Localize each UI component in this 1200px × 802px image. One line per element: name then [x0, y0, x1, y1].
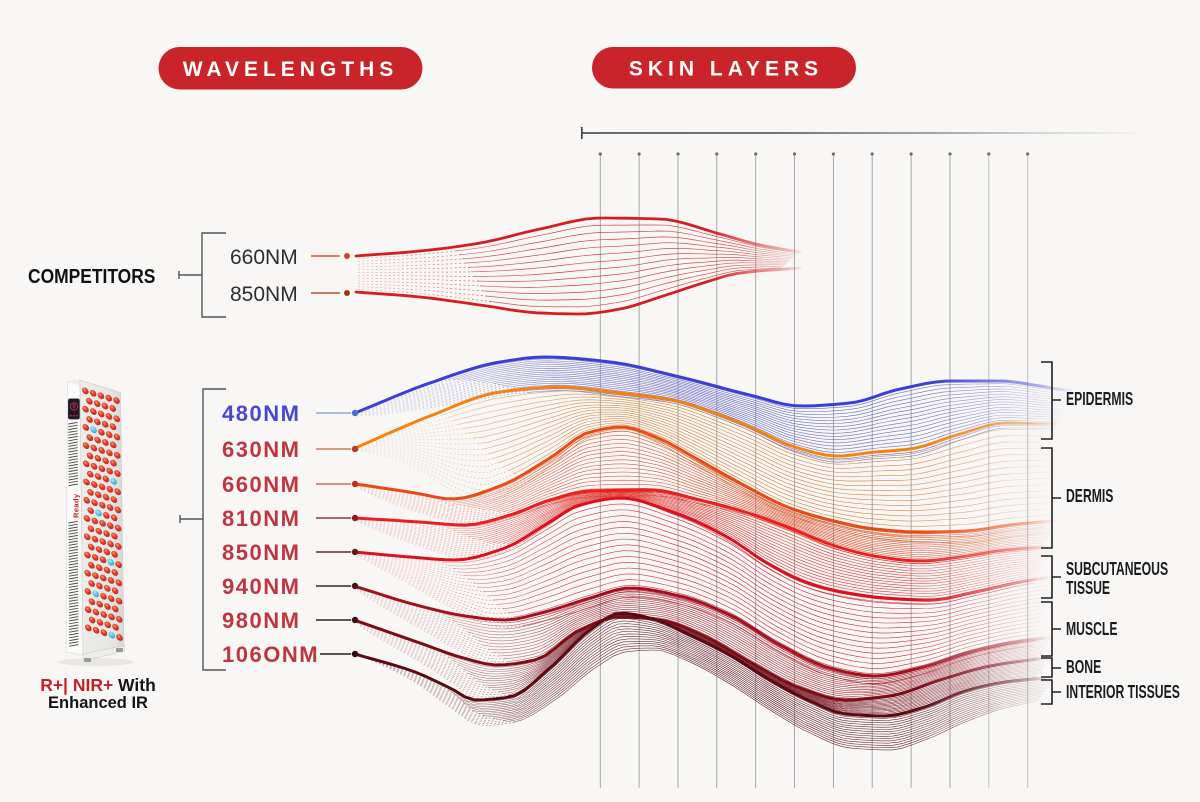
- svg-text:EPIDERMIS: EPIDERMIS: [1066, 390, 1133, 410]
- svg-text:106ONM: 106ONM: [222, 642, 319, 667]
- svg-text:DERMIS: DERMIS: [1066, 487, 1113, 507]
- svg-text:WAVELENGTHS: WAVELENGTHS: [183, 58, 399, 81]
- svg-text:660NM: 660NM: [230, 246, 298, 269]
- svg-text:980NM: 980NM: [222, 608, 300, 633]
- svg-text:MUSCLE: MUSCLE: [1066, 620, 1117, 640]
- svg-text:Enhanced IR: Enhanced IR: [48, 694, 148, 712]
- svg-text:R+| NIR+ With: R+| NIR+ With: [40, 675, 156, 695]
- svg-text:TISSUE: TISSUE: [1066, 579, 1110, 599]
- svg-text:940NM: 940NM: [222, 574, 300, 599]
- svg-text:630NM: 630NM: [222, 437, 300, 462]
- svg-text:480NM: 480NM: [222, 401, 300, 426]
- svg-text:810NM: 810NM: [222, 506, 300, 531]
- svg-text:COMPETITORS: COMPETITORS: [28, 266, 155, 289]
- svg-text:850NM: 850NM: [230, 283, 298, 306]
- svg-text:SKIN LAYERS: SKIN LAYERS: [629, 58, 823, 81]
- svg-text:850NM: 850NM: [222, 540, 300, 565]
- svg-text:Ready: Ready: [72, 493, 81, 518]
- svg-text:INTERIOR TISSUES: INTERIOR TISSUES: [1066, 683, 1180, 703]
- svg-text:SUBCUTANEOUS: SUBCUTANEOUS: [1066, 560, 1168, 580]
- svg-text:660NM: 660NM: [222, 472, 300, 497]
- svg-text:BONE: BONE: [1066, 658, 1101, 678]
